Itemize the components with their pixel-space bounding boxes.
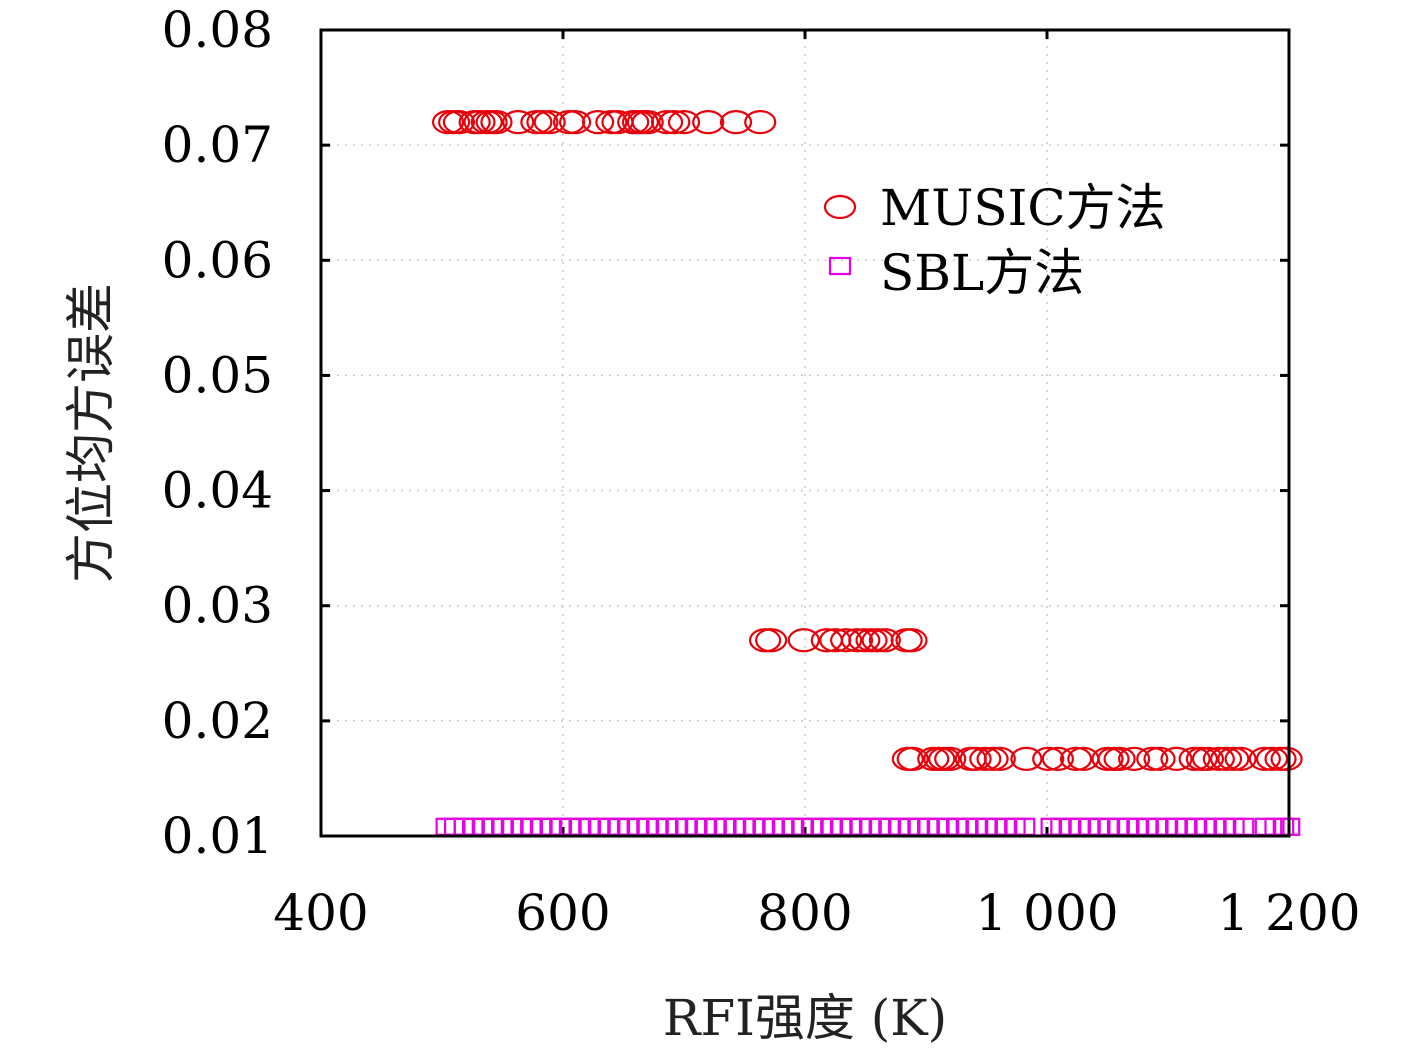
x-tick-label: 600	[515, 884, 610, 942]
y-tick-label: 0.07	[162, 116, 273, 174]
x-axis-label: RFI强度 (K)	[663, 989, 947, 1047]
x-tick-label: 800	[757, 884, 852, 942]
y-tick-label: 0.05	[162, 346, 273, 404]
x-tick-label: 400	[273, 884, 368, 942]
y-axis-label: 方位均方误差	[62, 283, 120, 583]
y-tick-label: 0.01	[162, 807, 273, 865]
y-tick-label: 0.08	[162, 1, 273, 59]
y-tick-label: 0.03	[162, 577, 273, 635]
y-tick-label: 0.02	[162, 692, 273, 750]
legend-label-music: MUSIC方法	[880, 179, 1166, 237]
x-tick-label: 1 200	[1217, 884, 1360, 942]
y-tick-label: 0.06	[162, 231, 273, 289]
y-tick-label: 0.04	[162, 462, 273, 520]
legend-label-sbl: SBL方法	[880, 244, 1084, 302]
x-tick-label: 1 000	[975, 884, 1118, 942]
